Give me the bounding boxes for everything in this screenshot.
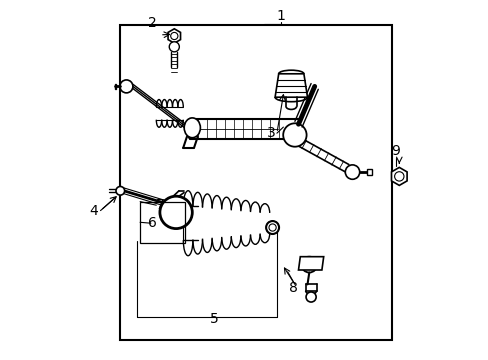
Circle shape: [345, 165, 359, 179]
Circle shape: [301, 257, 317, 273]
Polygon shape: [298, 257, 323, 270]
Polygon shape: [115, 84, 116, 89]
Circle shape: [160, 196, 192, 229]
Text: 2: 2: [148, 17, 157, 30]
Circle shape: [305, 292, 316, 302]
Text: 9: 9: [390, 144, 399, 158]
Polygon shape: [275, 74, 307, 97]
Ellipse shape: [283, 123, 306, 147]
Text: 5: 5: [209, 312, 218, 325]
Text: 3: 3: [266, 126, 275, 140]
Text: 6: 6: [148, 216, 157, 230]
Text: 7: 7: [155, 198, 164, 212]
Circle shape: [268, 224, 276, 231]
Bar: [120, 25, 391, 340]
Circle shape: [170, 32, 178, 40]
Circle shape: [120, 80, 133, 93]
Polygon shape: [168, 29, 180, 43]
Polygon shape: [391, 167, 407, 185]
Polygon shape: [366, 169, 371, 175]
Circle shape: [265, 221, 279, 234]
Text: 1: 1: [276, 9, 285, 23]
Bar: [140, 202, 185, 243]
Circle shape: [394, 172, 403, 181]
Text: 8: 8: [288, 281, 297, 295]
Text: 4: 4: [89, 204, 98, 217]
Circle shape: [116, 186, 124, 195]
Circle shape: [169, 42, 179, 52]
Ellipse shape: [184, 118, 200, 138]
